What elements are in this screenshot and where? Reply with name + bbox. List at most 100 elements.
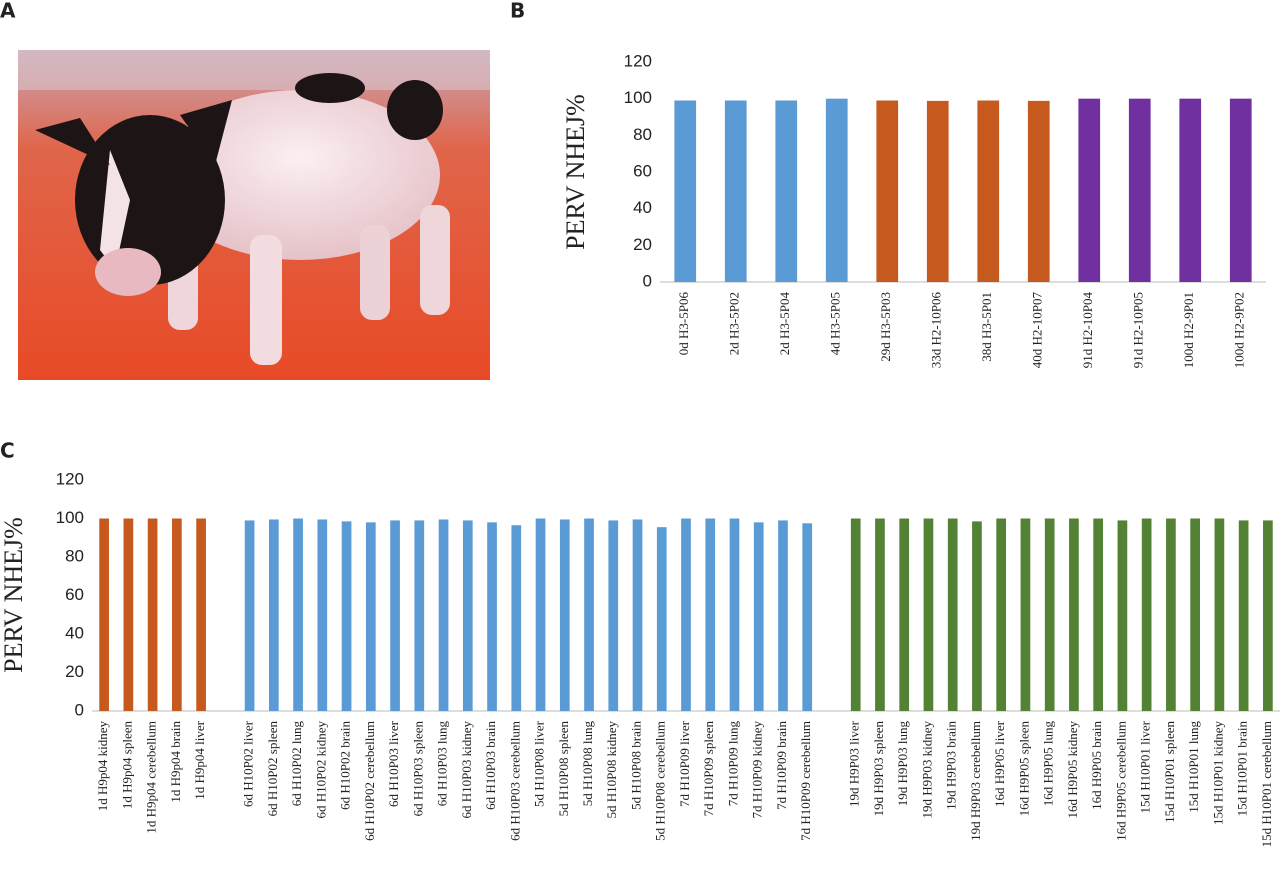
x-tick-label: 6d H10P03 brain bbox=[483, 721, 498, 810]
x-tick-label: 6d H10P03 lung bbox=[435, 721, 450, 807]
x-tick-label: 5d H10P08 liver bbox=[532, 720, 547, 807]
panel-label: B bbox=[510, 0, 525, 23]
panel-label: C bbox=[0, 439, 15, 463]
bar bbox=[559, 519, 570, 711]
x-tick-label: 16d H9P05 spleen bbox=[1016, 721, 1031, 817]
x-tick-label: 15d H10P01 brain bbox=[1235, 721, 1250, 817]
x-tick-label: 5d H10P08 cerebellum bbox=[653, 721, 668, 841]
bar bbox=[875, 518, 885, 711]
bar bbox=[293, 518, 303, 711]
x-tick-label: 19d H9P03 cerebellum bbox=[968, 721, 983, 841]
x-tick-label: 33d H2-10P06 bbox=[929, 292, 944, 369]
bar bbox=[1166, 518, 1176, 711]
bar bbox=[656, 527, 667, 711]
bar bbox=[778, 520, 788, 711]
bar bbox=[268, 519, 279, 711]
y-tick-label: 0 bbox=[75, 700, 84, 719]
bar bbox=[99, 518, 109, 711]
x-tick-label: 6d H10P03 cerebellum bbox=[507, 721, 522, 841]
bar bbox=[172, 518, 182, 711]
x-tick-label: 19d H9P03 kidney bbox=[919, 721, 934, 819]
y-tick-label: 80 bbox=[65, 546, 84, 565]
bar bbox=[753, 522, 764, 711]
x-tick-label: 16d H9P05 lung bbox=[1041, 721, 1056, 807]
x-tick-label: 1d H9p04 brain bbox=[168, 721, 183, 803]
x-tick-label: 1d H9p04 spleen bbox=[119, 721, 134, 810]
y-tick-label: 40 bbox=[633, 198, 652, 217]
x-tick-label: 15d H10P01 kidney bbox=[1210, 721, 1225, 826]
bar bbox=[850, 518, 861, 711]
bar bbox=[584, 518, 594, 711]
x-tick-label: 100d H2-9P02 bbox=[1232, 292, 1247, 368]
bar bbox=[825, 98, 848, 283]
x-tick-label: 15d H10P01 lung bbox=[1186, 721, 1201, 813]
x-tick-label: 6d H10P02 kidney bbox=[313, 721, 328, 819]
x-tick-label: 1d H9p04 kidney bbox=[95, 721, 110, 812]
panel-label: A bbox=[0, 0, 16, 23]
bar bbox=[775, 100, 798, 282]
x-tick-label: 40d H2-10P07 bbox=[1030, 292, 1045, 369]
x-tick-label: 38d H3-5P01 bbox=[979, 292, 994, 362]
bar bbox=[705, 518, 716, 711]
bar bbox=[1044, 518, 1055, 711]
x-tick-label: 6d H10P03 kidney bbox=[459, 721, 474, 819]
bar bbox=[317, 519, 328, 711]
x-tick-label: 100d H2-9P01 bbox=[1181, 292, 1196, 368]
bar bbox=[1263, 520, 1273, 711]
y-tick-label: 40 bbox=[65, 623, 84, 642]
bar bbox=[1078, 98, 1101, 283]
x-tick-label: 6d H10P02 spleen bbox=[265, 721, 280, 817]
bar bbox=[487, 522, 497, 711]
bar bbox=[899, 518, 910, 711]
bar bbox=[681, 518, 691, 711]
x-tick-label: 0d H3-5P06 bbox=[676, 292, 691, 356]
bar bbox=[923, 518, 934, 711]
x-tick-label: 1d H9p04 liver bbox=[192, 720, 207, 799]
bar bbox=[123, 518, 134, 711]
bar bbox=[724, 100, 747, 282]
x-tick-label: 91d H2-10P04 bbox=[1080, 292, 1095, 369]
y-tick-label: 0 bbox=[643, 271, 652, 290]
x-tick-label: 6d H10P02 brain bbox=[338, 721, 353, 810]
x-tick-label: 15d H10P01 liver bbox=[1138, 720, 1153, 813]
x-tick-label: 19d H9P03 spleen bbox=[871, 721, 886, 817]
x-tick-label: 19d H9P03 lung bbox=[895, 721, 910, 807]
pig-photo bbox=[18, 50, 490, 380]
bar bbox=[341, 521, 352, 711]
x-tick-label: 19d H9P03 brain bbox=[944, 721, 959, 810]
x-tick-label: 7d H10P09 lung bbox=[725, 721, 740, 807]
x-tick-label: 16d H9P05 liver bbox=[992, 720, 1007, 807]
bar bbox=[438, 519, 449, 711]
bar bbox=[365, 522, 376, 711]
bar bbox=[802, 523, 813, 711]
x-tick-label: 19d H9P03 liver bbox=[847, 720, 862, 807]
bar bbox=[1128, 98, 1151, 283]
x-tick-label: 5d H10P08 brain bbox=[628, 721, 643, 810]
y-tick-label: 60 bbox=[65, 585, 84, 604]
bar bbox=[926, 100, 949, 282]
bar bbox=[414, 520, 425, 711]
x-tick-label: 5d H10P08 lung bbox=[580, 721, 595, 807]
bar bbox=[1027, 100, 1050, 282]
x-tick-label: 16d H9P05 brain bbox=[1089, 721, 1104, 810]
x-tick-label: 6d H10P03 liver bbox=[386, 720, 401, 807]
x-tick-label: 6d H10P02 cerebellum bbox=[362, 721, 377, 841]
x-tick-label: 2d H3-5P04 bbox=[777, 292, 792, 356]
x-tick-label: 6d H10P02 liver bbox=[241, 720, 256, 807]
bar bbox=[947, 518, 958, 711]
bar bbox=[1117, 520, 1128, 711]
x-tick-label: 5d H10P08 spleen bbox=[556, 721, 571, 817]
bar bbox=[511, 525, 522, 711]
bar bbox=[729, 518, 740, 711]
x-tick-label: 29d H3-5P03 bbox=[878, 292, 893, 362]
y-tick-label: 80 bbox=[633, 125, 652, 144]
x-tick-label: 2d H3-5P02 bbox=[727, 292, 742, 355]
bar bbox=[876, 100, 899, 282]
bar bbox=[196, 518, 206, 711]
x-tick-label: 6d H10P02 lung bbox=[289, 721, 304, 807]
y-tick-label: 20 bbox=[633, 235, 652, 254]
bar bbox=[462, 520, 473, 711]
bar bbox=[1238, 520, 1249, 711]
bar bbox=[390, 520, 400, 711]
